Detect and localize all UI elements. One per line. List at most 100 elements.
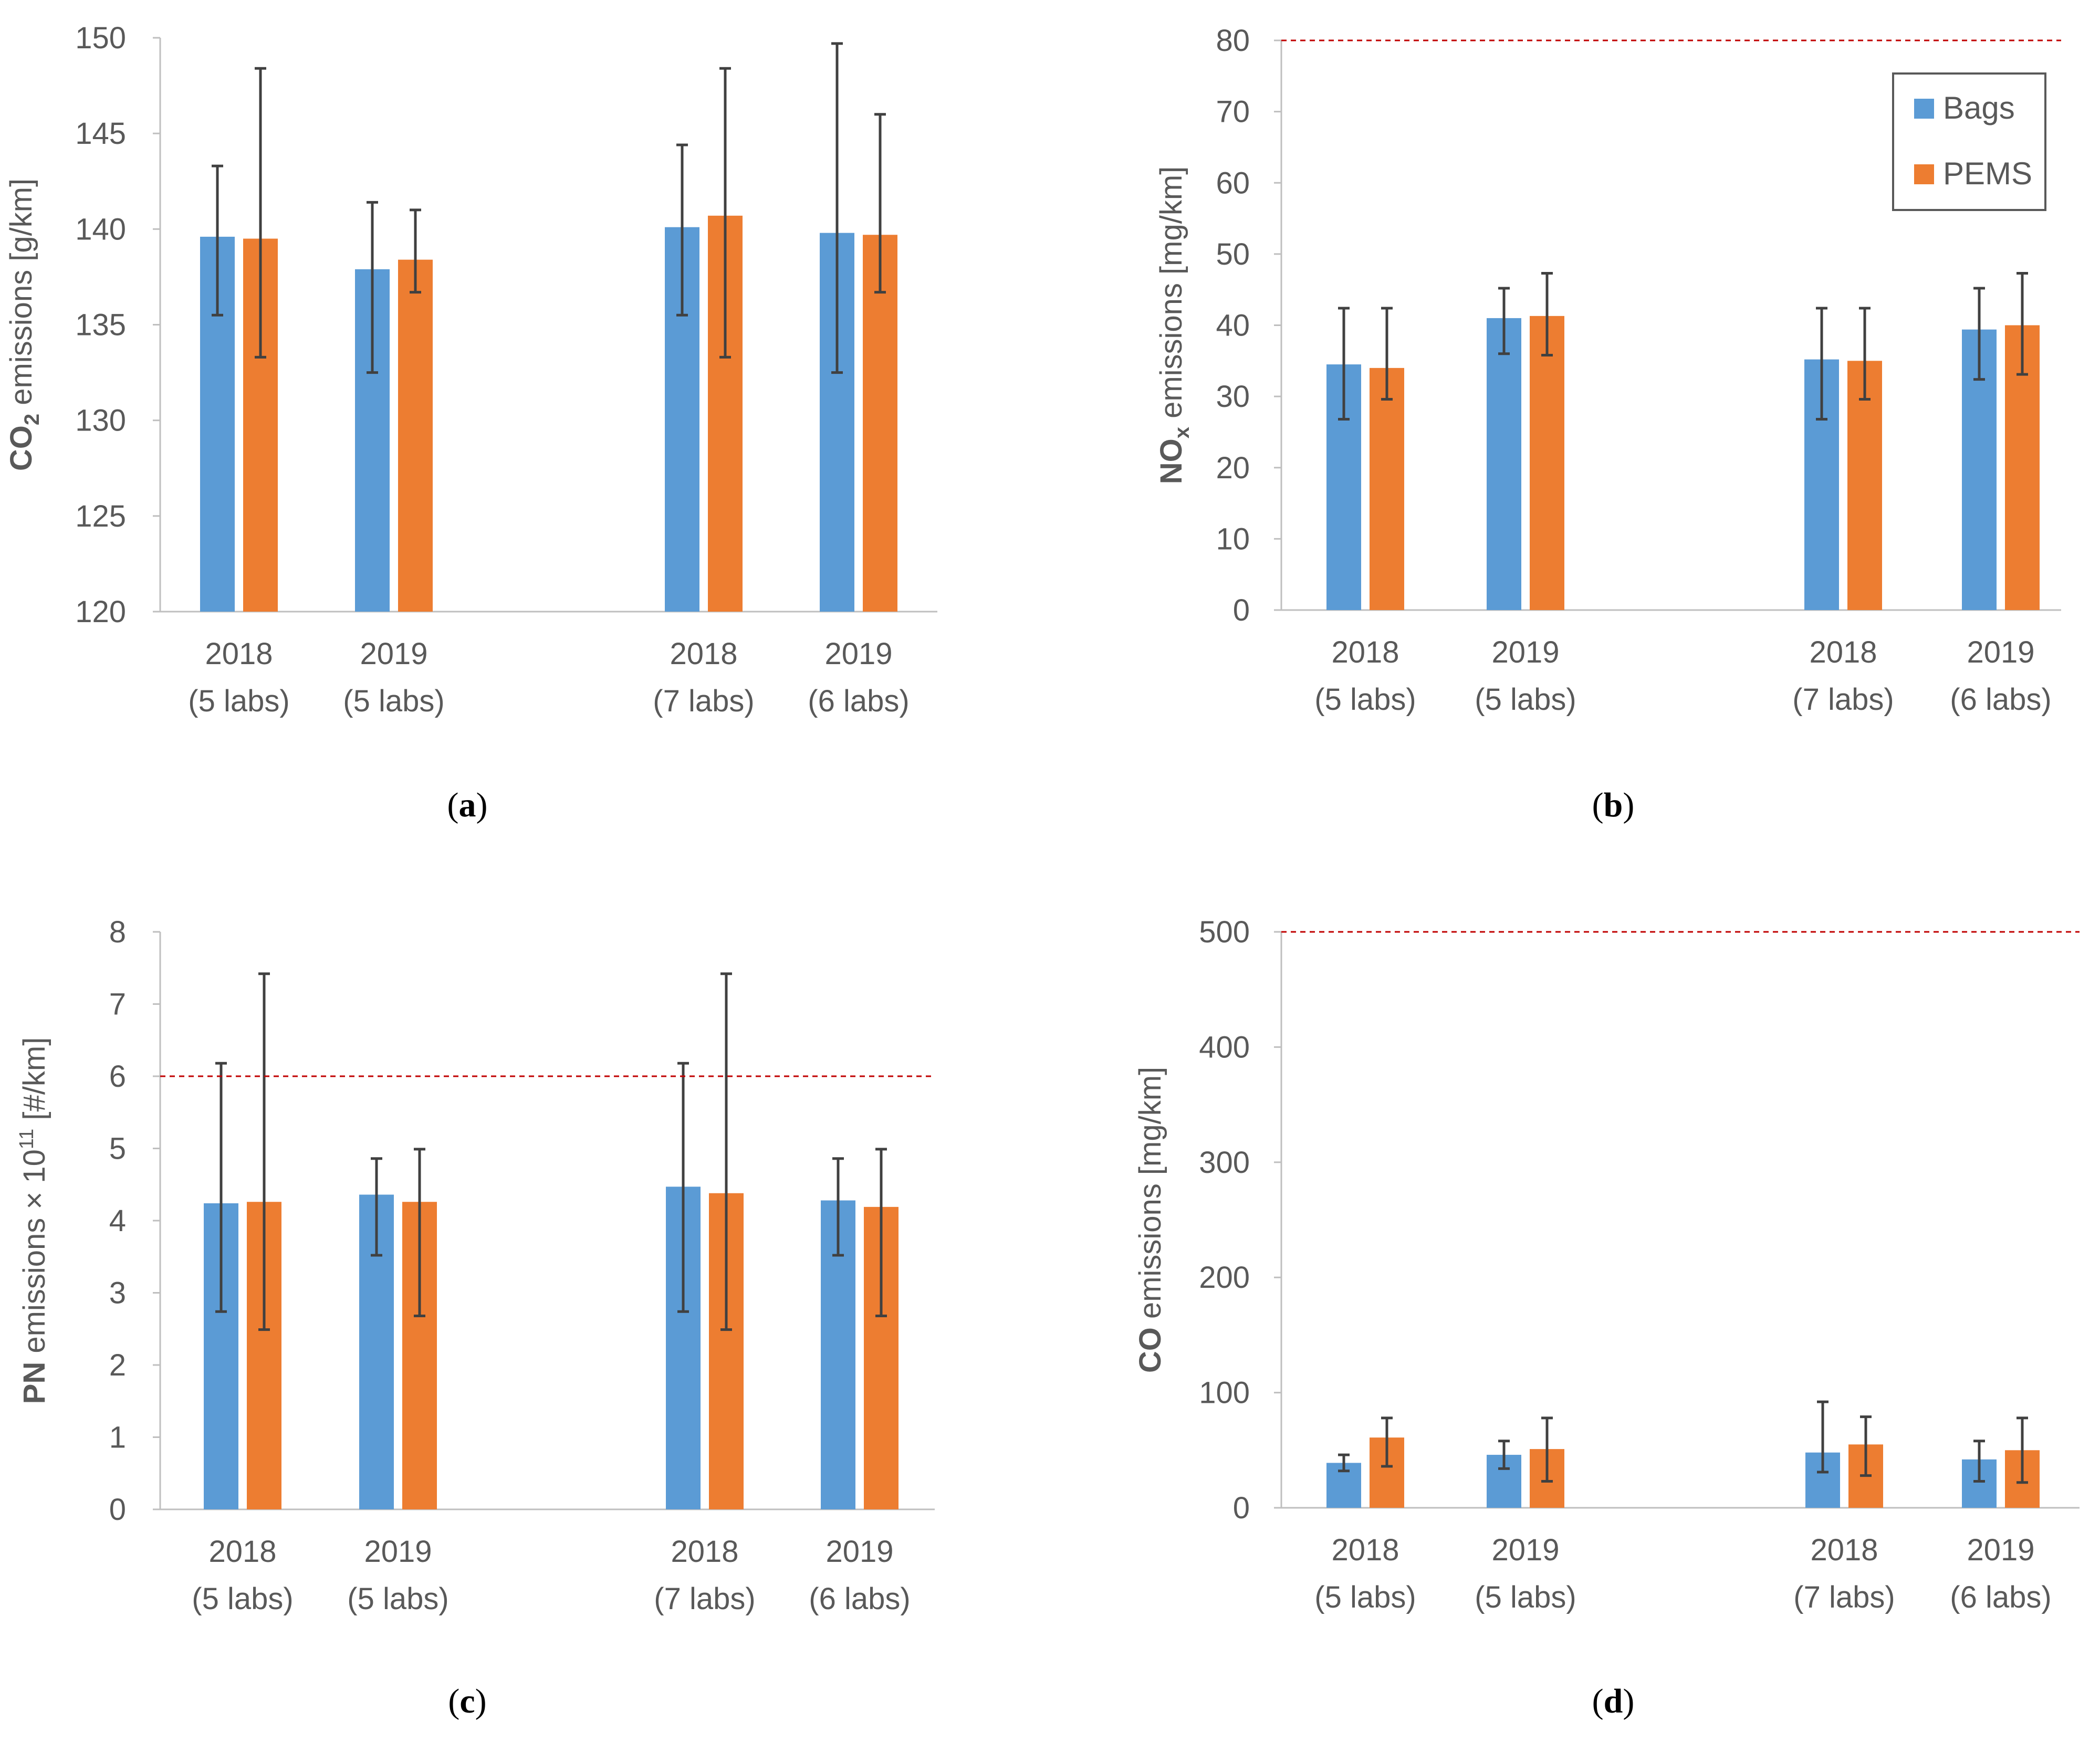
error-bar-pems xyxy=(1859,307,1871,401)
bar-bags xyxy=(1487,318,1521,610)
y-tick-label: 6 xyxy=(109,1059,126,1094)
error-bar-bags xyxy=(367,201,378,374)
x-category-label: 2019 (6 labs) xyxy=(809,1535,910,1616)
y-tick-label: 120 xyxy=(75,595,126,629)
error-bar-pems xyxy=(1381,307,1393,401)
error-bar-bags xyxy=(1973,287,1985,381)
y-tick-label: 0 xyxy=(109,1493,126,1527)
error-bar-pems xyxy=(1541,1416,1553,1483)
legend-box xyxy=(1892,72,2046,211)
error-bar-pems xyxy=(2017,1416,2028,1484)
legend: Bags PEMS xyxy=(1892,72,2046,211)
y-tick-label: 145 xyxy=(75,117,126,151)
legend-label-pems: PEMS xyxy=(1943,156,2032,191)
y-tick-label: 300 xyxy=(1199,1146,1250,1180)
error-bar-bags xyxy=(371,1157,382,1257)
error-bar-bags xyxy=(676,143,688,317)
chart-panel-b: 0 10 20 30 40 50 60 70 80 2018 (5 labs) 2019 (5 labs… xyxy=(1154,24,2061,824)
y-tick-label: 30 xyxy=(1216,380,1250,414)
x-category-label: 2018 (7 labs) xyxy=(653,637,754,718)
chart-panel-c: 0 1 2 3 4 5 6 7 8 2018 (5 labs) 2019 (5 labs) 2018 (7 … xyxy=(16,915,935,1720)
error-bar-bags xyxy=(1973,1440,1985,1483)
y-tick-label: 130 xyxy=(75,404,126,438)
legend-swatch-pems xyxy=(1914,164,1934,184)
x-category-label: 2018 (5 labs) xyxy=(192,1535,293,1616)
bar-pems xyxy=(1530,316,1564,610)
y-tick-label: 0 xyxy=(1233,1491,1250,1525)
panel-caption: (a) xyxy=(447,786,488,824)
y-axis-title: CO emissions [mg/km] xyxy=(1133,1067,1167,1373)
x-category-label: 2019 (5 labs) xyxy=(1475,635,1576,717)
y-tick-label: 1 xyxy=(109,1421,126,1455)
error-bar-bags xyxy=(832,1157,844,1257)
y-tick-label: 200 xyxy=(1199,1261,1250,1295)
x-category-label: 2018 (7 labs) xyxy=(1793,1533,1895,1614)
legend-label-bags: Bags xyxy=(1943,90,2015,125)
error-bar-pems xyxy=(2017,271,2028,376)
y-tick-label: 125 xyxy=(75,499,126,533)
bar-pems xyxy=(398,259,433,612)
error-bar-bags xyxy=(1498,287,1510,355)
y-tick-label: 70 xyxy=(1216,95,1250,129)
x-category-label: 2019 (6 labs) xyxy=(808,637,909,718)
panel-caption: (d) xyxy=(1592,1682,1635,1720)
error-bar-pems xyxy=(1381,1416,1393,1468)
x-category-label: 2018 (5 labs) xyxy=(1314,1533,1416,1614)
y-tick-label: 2 xyxy=(109,1348,126,1382)
y-tick-label: 3 xyxy=(109,1276,126,1310)
error-bar-pems xyxy=(258,972,270,1331)
panel-caption: (b) xyxy=(1592,786,1635,824)
y-axis-title: CO2 emissions [g/km] xyxy=(4,178,44,471)
y-tick-label: 60 xyxy=(1216,166,1250,200)
error-bar-pems xyxy=(1541,271,1553,356)
error-bar-pems xyxy=(414,1148,425,1317)
error-bar-bags xyxy=(1338,307,1350,421)
error-bar-pems xyxy=(875,1148,887,1317)
bar-pems xyxy=(863,235,897,612)
y-tick-label: 4 xyxy=(109,1204,126,1238)
y-tick-label: 20 xyxy=(1216,451,1250,485)
y-tick-label: 7 xyxy=(109,988,126,1022)
legend-swatch-bags xyxy=(1914,99,1934,119)
x-category-label: 2018 (5 labs) xyxy=(1314,635,1416,717)
error-bar-bags xyxy=(1498,1440,1510,1470)
x-category-label: 2018 (5 labs) xyxy=(188,637,289,718)
chart-panel-d: 0 100 200 300 400 500 2018 (5 labs) 2019 (5 labs)… xyxy=(1133,915,2080,1720)
y-tick-label: 8 xyxy=(109,915,126,949)
x-category-label: 2019 (5 labs) xyxy=(343,637,444,718)
error-bar-bags xyxy=(1817,1400,1829,1474)
y-tick-label: 400 xyxy=(1199,1030,1250,1064)
y-tick-label: 80 xyxy=(1216,24,1250,58)
error-bar-bags xyxy=(1816,307,1827,421)
y-axis-title: PN emissions × 1011 [#/km] xyxy=(16,1037,51,1404)
y-tick-label: 0 xyxy=(1233,593,1250,627)
y-tick-label: 40 xyxy=(1216,309,1250,343)
x-category-label: 2018 (7 labs) xyxy=(1792,635,1894,717)
y-tick-label: 10 xyxy=(1216,522,1250,556)
y-tick-label: 150 xyxy=(75,21,126,55)
y-axis-title: NOx emissions [mg/km] xyxy=(1154,166,1194,485)
error-bar-bags xyxy=(215,1062,227,1313)
y-tick-label: 100 xyxy=(1199,1376,1250,1410)
x-category-label: 2019 (5 labs) xyxy=(1475,1533,1576,1614)
x-category-label: 2018 (7 labs) xyxy=(654,1535,755,1616)
x-category-label: 2019 (5 labs) xyxy=(347,1535,448,1616)
bar-pems xyxy=(1847,361,1882,610)
y-tick-label: 140 xyxy=(75,212,126,246)
y-tick-label: 500 xyxy=(1199,915,1250,949)
chart-panel-a: 120 125 130 135 140 145 150 2018 (5 labs) 2019 (5 … xyxy=(4,21,937,824)
error-bar-pems xyxy=(719,67,731,359)
y-tick-label: 135 xyxy=(75,308,126,342)
error-bar-bags xyxy=(831,42,843,374)
y-tick-label: 50 xyxy=(1216,237,1250,271)
x-category-label: 2019 (6 labs) xyxy=(1950,1533,2051,1614)
error-bar-pems xyxy=(255,67,266,359)
error-bar-bags xyxy=(677,1062,689,1313)
error-bar-pems xyxy=(410,208,421,294)
error-bar-pems xyxy=(720,972,732,1331)
error-bar-pems xyxy=(1860,1415,1872,1477)
x-category-label: 2019 (6 labs) xyxy=(1950,635,2051,717)
y-tick-label: 5 xyxy=(109,1132,126,1166)
panel-caption: (c) xyxy=(448,1682,486,1720)
